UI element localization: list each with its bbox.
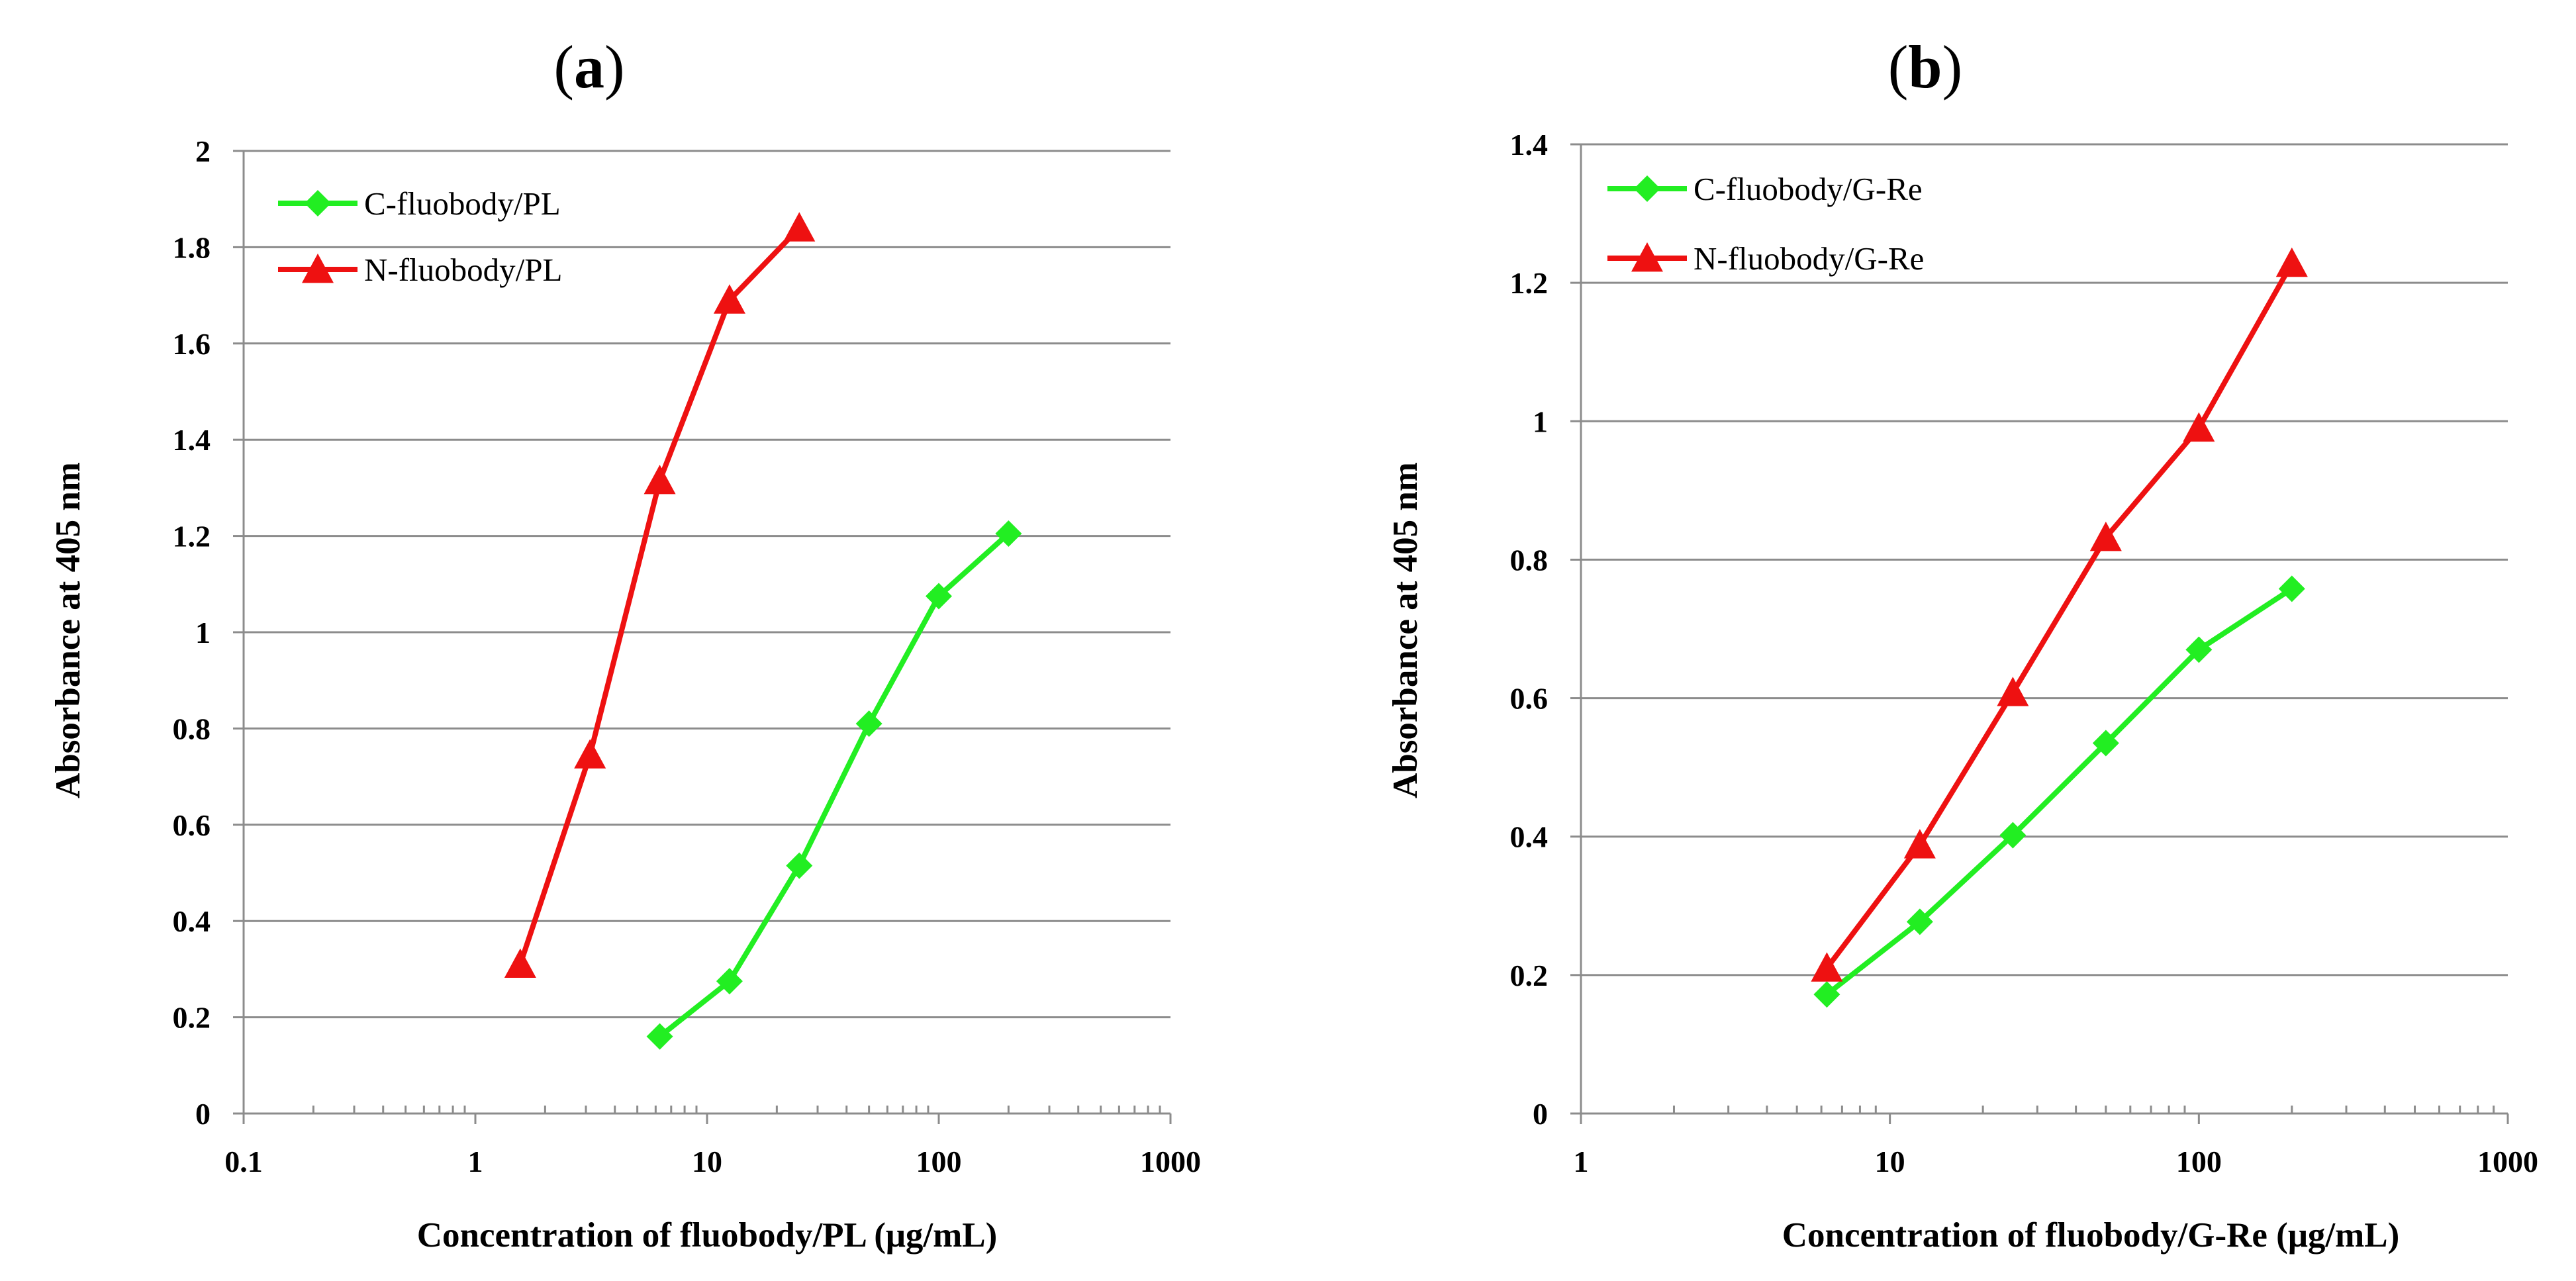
panel-label: (b) [1888,33,1962,101]
y-tick-label: 0 [195,1097,211,1131]
x-tick-label: 1 [1574,1145,1589,1178]
data-point-triangle [783,212,816,242]
y-tick-label: 1 [1533,404,1548,438]
y-tick-label: 1.4 [173,423,211,457]
data-point-diamond [855,710,883,737]
chart-panel-a: (a) 0 0.2 0.4 0.6 0.8 1 1.2 1.4 1.6 1.8 2 0.1 1 10 100 1… [49,33,1201,1255]
x-tick-label: 10 [692,1145,722,1178]
legend-label: C-fluobody/G-Re [1693,171,1923,207]
legend-marker-diamond [305,190,331,216]
data-point-diamond [716,968,743,995]
series-line [658,531,1011,1039]
y-axis-title: Absorbance at 405 nm [49,462,87,798]
data-point-triangle [2183,412,2215,442]
data-point-triangle [1903,829,1936,859]
x-tick-label: 1000 [2477,1145,2538,1178]
legend-label: C-fluobody/PL [364,185,561,222]
y-tick-label: 0.6 [173,808,211,842]
data-point-diamond [995,520,1022,547]
y-tick-label: 0.8 [173,712,211,745]
legend-entry: N-fluobody/PL [278,252,562,288]
y-tick-label: 1.2 [173,520,211,553]
y-tick-label: 0.2 [173,1001,211,1035]
x-tick-label: 1 [468,1145,483,1178]
legend-marker-diamond [1634,175,1660,202]
y-tick-label: 1.8 [173,230,211,264]
y-tick-label: 0.2 [1510,959,1549,992]
y-tick-label: 0.8 [1510,543,1549,577]
series-C-fluobody/G-Re [1813,575,2305,1008]
data-point-diamond [786,852,813,879]
legend-label: N-fluobody/G-Re [1693,240,1924,277]
y-axis-title: Absorbance at 405 nm [1386,462,1425,798]
y-tick-label: 0.4 [173,904,211,938]
data-point-triangle [2275,247,2308,277]
data-point-diamond [1813,981,1840,1008]
data-point-triangle [1997,677,2029,706]
x-tick-label: 100 [2176,1145,2222,1178]
data-point-diamond [926,583,952,610]
series-line [1825,261,2295,970]
y-tick-label: 0 [1533,1097,1548,1131]
data-point-triangle [713,284,745,314]
series-line [518,226,802,965]
chart-panel-b: (b) 0 0.2 0.4 0.6 0.8 1 1.2 1.4 1 10 100 1000 Concent… [1386,33,2538,1255]
y-tick-label: 2 [195,134,211,168]
data-point-triangle [2089,521,2122,551]
panel-label-letter: b [1908,33,1942,101]
y-tick-label: 0.4 [1510,820,1549,854]
data-point-diamond [2185,636,2213,663]
x-axis-title: Concentration of fluobody/G-Re (μg/mL) [1782,1216,2399,1255]
legend-marker-triangle [302,254,334,283]
x-tick-label: 100 [916,1145,962,1178]
y-tick-label: 1.2 [1510,266,1549,300]
legend-entry: N-fluobody/G-Re [1607,240,1924,277]
series-line [1825,587,2294,997]
x-tick-label: 0.1 [224,1145,263,1178]
data-point-diamond [646,1023,673,1050]
y-tick-label: 1.6 [173,327,211,361]
panel-label: (a) [553,33,624,101]
series-N-fluobody/G-Re [1811,247,2308,982]
data-point-triangle [644,464,676,495]
x-tick-label: 1000 [1140,1145,1201,1178]
data-point-triangle [1811,952,1843,982]
data-point-diamond [1906,908,1933,935]
y-tick-label: 0.6 [1510,682,1549,716]
data-point-diamond [2092,730,2119,757]
x-tick-label: 10 [1875,1145,1905,1178]
legend-entry: C-fluobody/PL [278,185,561,222]
y-tick-label: 1 [195,616,211,649]
legend-entry: C-fluobody/G-Re [1607,171,1923,207]
panel-label-letter: a [574,33,604,101]
series-C-fluobody/PL [646,520,1022,1050]
legend-marker-triangle [1631,242,1663,272]
data-point-triangle [504,948,536,978]
y-tick-label: 1.4 [1510,128,1549,162]
x-axis-title: Concentration of fluobody/PL (μg/mL) [417,1216,998,1255]
legend-label: N-fluobody/PL [364,252,562,288]
data-point-diamond [1999,822,2027,849]
series-N-fluobody/PL [504,212,816,978]
data-point-triangle [574,739,606,769]
data-point-diamond [2278,575,2305,602]
